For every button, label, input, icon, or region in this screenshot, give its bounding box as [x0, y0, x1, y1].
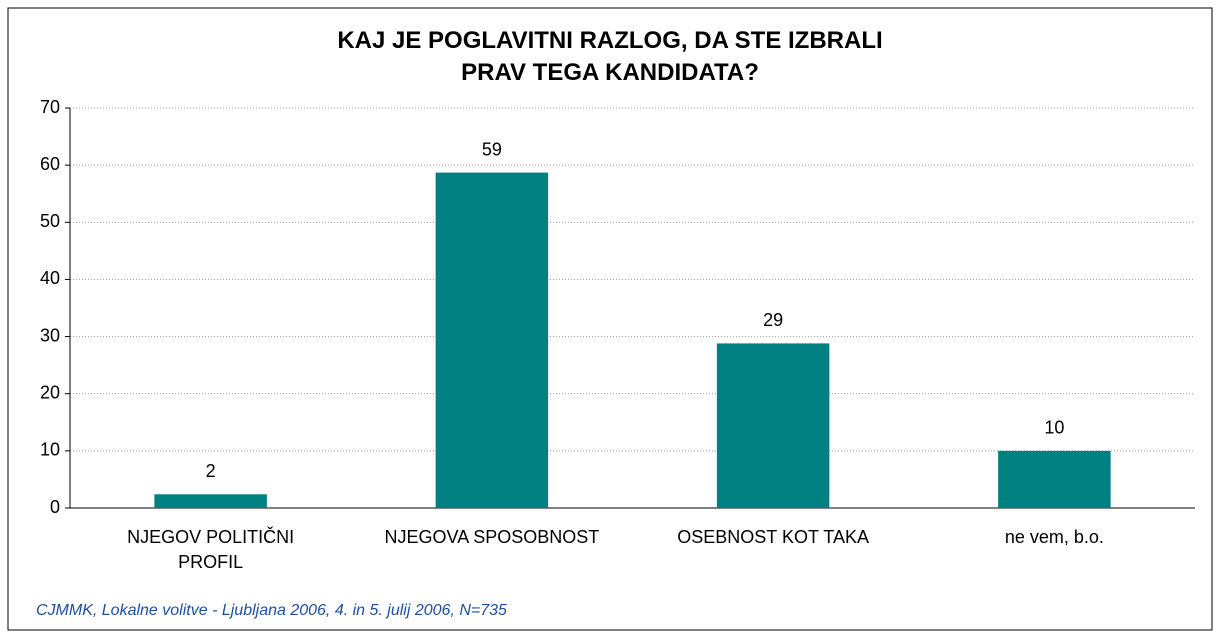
- bar: [716, 343, 830, 508]
- bar: [154, 494, 267, 508]
- data-label: 59: [482, 139, 502, 159]
- y-tick-label: 0: [50, 497, 60, 517]
- bar: [435, 172, 549, 509]
- chart-title: KAJ JE POGLAVITNI RAZLOG, DA STE IZBRALI…: [337, 27, 882, 86]
- x-tick-label: NJEGOV POLITIČNI PROFIL: [127, 526, 294, 572]
- bar: [998, 450, 1111, 508]
- y-tick-label: 20: [40, 382, 60, 402]
- y-tick-label: 60: [40, 154, 60, 174]
- y-tick-label: 10: [40, 440, 60, 460]
- x-tick-label: ne vem, b.o.: [1005, 527, 1104, 547]
- y-tick-label: 30: [40, 325, 60, 345]
- x-tick-label: OSEBNOST KOT TAKA: [677, 527, 869, 547]
- y-tick-label: 70: [40, 97, 60, 117]
- data-label: 29: [763, 310, 783, 330]
- data-label: 10: [1044, 418, 1064, 438]
- y-tick-label: 40: [40, 268, 60, 288]
- chart-frame: [7, 7, 1213, 631]
- data-label: 2: [206, 461, 216, 481]
- y-tick-label: 50: [40, 211, 60, 231]
- x-tick-label: NJEGOVA SPOSOBNOST: [385, 527, 600, 547]
- source-note: CJMMK, Lokalne volitve - Ljubljana 2006,…: [36, 602, 507, 619]
